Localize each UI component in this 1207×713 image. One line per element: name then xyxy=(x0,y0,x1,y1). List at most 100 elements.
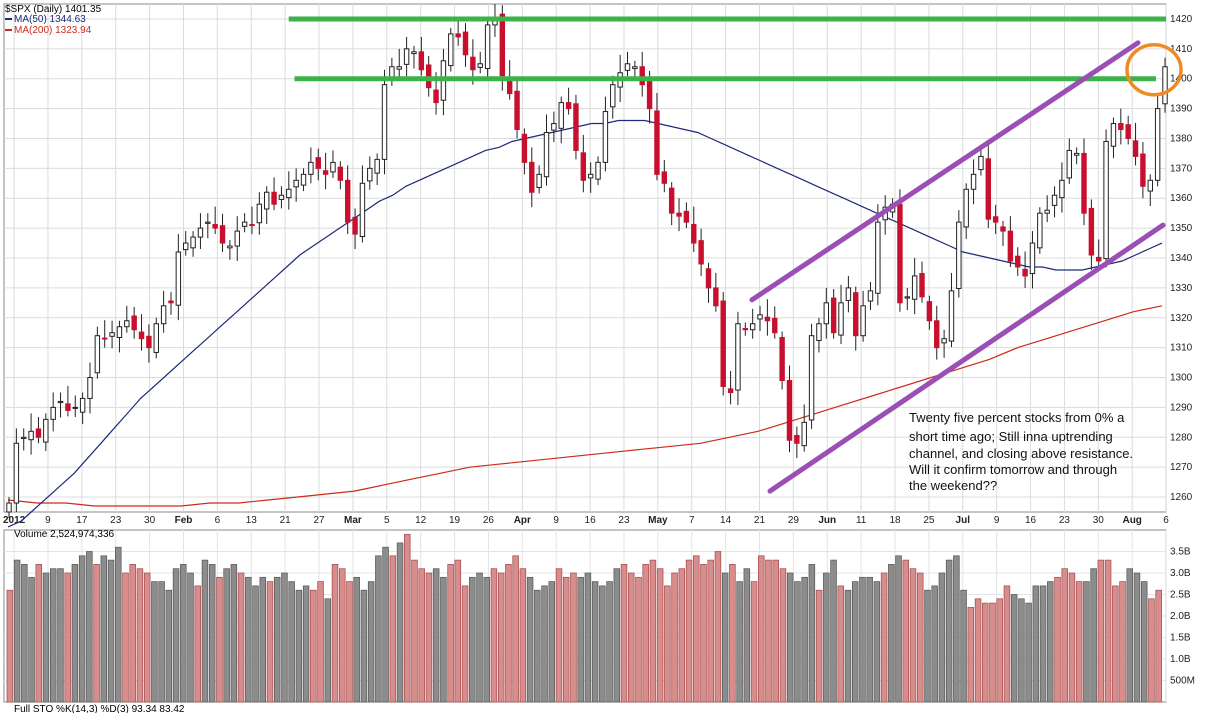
candle-body xyxy=(6,502,12,513)
volume-bar xyxy=(216,576,223,703)
candle-body xyxy=(344,179,351,223)
candle-body xyxy=(683,210,690,223)
x-tick-label: 9 xyxy=(45,515,51,526)
volume-bar xyxy=(252,585,259,703)
volume-bar xyxy=(815,589,823,703)
volume-bar xyxy=(620,564,628,703)
candle-body xyxy=(1007,230,1014,262)
ma50-legend-swatch xyxy=(5,18,12,20)
candle-body xyxy=(772,317,778,334)
price-y-tick-label: 1280 xyxy=(1170,432,1193,443)
volume-bar xyxy=(1054,576,1061,703)
volume-bar xyxy=(982,602,989,703)
volume-bar xyxy=(512,555,519,703)
volume-bar xyxy=(490,568,498,703)
volume-bar xyxy=(758,555,765,703)
candle-body xyxy=(1051,194,1058,206)
candle-body xyxy=(374,158,380,174)
volume-bar xyxy=(786,572,794,703)
volume-bar xyxy=(859,576,866,703)
candle-body xyxy=(691,224,697,244)
volume-y-tick-label: 2.0B xyxy=(1170,611,1191,622)
candle-body xyxy=(764,316,771,322)
candle-body xyxy=(558,102,564,129)
candle-body xyxy=(1110,123,1117,147)
ma200-legend-swatch xyxy=(5,29,12,31)
candle-body xyxy=(153,323,159,353)
candle-body xyxy=(183,242,189,251)
volume-bar xyxy=(700,564,707,703)
volume-bar xyxy=(794,581,801,703)
volume-bar xyxy=(375,555,382,703)
candle-body xyxy=(956,221,962,289)
volume-bar xyxy=(649,559,657,703)
volume-bar xyxy=(273,576,281,703)
candle-body xyxy=(1066,149,1072,179)
volume-bar xyxy=(627,572,635,703)
volume-bar xyxy=(534,589,541,703)
volume-bar xyxy=(779,568,787,703)
channel-upper-line xyxy=(749,40,1141,303)
volume-bar xyxy=(577,576,584,703)
candle-body xyxy=(263,191,270,210)
volume-bar xyxy=(1047,581,1054,703)
x-tick-label: 19 xyxy=(449,515,461,526)
volume-bar xyxy=(208,564,216,703)
volume-bar xyxy=(931,585,938,703)
volume-bar xyxy=(237,572,245,703)
candle-body xyxy=(1125,124,1131,139)
candle-body xyxy=(565,102,572,110)
x-tick-label: Aug xyxy=(1122,515,1141,526)
candle-body xyxy=(845,287,852,301)
volume-bar xyxy=(432,568,440,703)
x-tick-label: 13 xyxy=(246,515,258,526)
annotation-line-3: channel, and closing above resistance. xyxy=(909,446,1133,461)
volume-bar xyxy=(772,559,779,703)
candle-body xyxy=(1073,152,1080,156)
x-tick-label: 25 xyxy=(923,515,935,526)
candle-body xyxy=(175,251,182,306)
volume-bar xyxy=(346,581,353,703)
candle-body xyxy=(212,224,218,229)
candle-body xyxy=(79,397,86,413)
candle-body xyxy=(1000,226,1006,232)
volume-bar xyxy=(28,576,35,703)
volume-bar xyxy=(57,568,64,703)
candle-body xyxy=(904,296,911,299)
volume-bar xyxy=(591,581,599,703)
volume-bar xyxy=(916,572,924,703)
price-y-tick-label: 1290 xyxy=(1170,402,1193,413)
volume-bar xyxy=(1104,559,1112,703)
x-tick-label: 23 xyxy=(1059,515,1071,526)
price-y-tick-label: 1420 xyxy=(1170,14,1193,25)
volume-bar xyxy=(721,572,729,703)
candle-body xyxy=(757,314,763,320)
volume-bar xyxy=(42,572,50,703)
volume-bar xyxy=(64,572,71,703)
candle-body xyxy=(735,323,741,391)
volume-bar xyxy=(909,568,917,703)
candle-body xyxy=(1140,153,1146,187)
candle-body xyxy=(359,182,366,237)
volume-bar xyxy=(411,559,418,703)
volume-bar xyxy=(194,585,201,703)
x-tick-label: 6 xyxy=(215,515,221,526)
candle-body xyxy=(632,66,638,70)
volume-bar xyxy=(115,546,122,703)
volume-bar xyxy=(823,572,830,703)
candle-body xyxy=(72,406,78,409)
volume-bar xyxy=(107,559,115,703)
candle-body xyxy=(300,173,307,186)
candle-body xyxy=(160,305,167,325)
volume-bar xyxy=(707,559,714,703)
candle-body xyxy=(661,171,668,184)
volume-bar xyxy=(469,576,476,703)
price-y-tick-label: 1270 xyxy=(1170,462,1193,473)
candle-body xyxy=(610,84,616,108)
candle-body xyxy=(867,290,874,302)
candle-body xyxy=(978,155,984,171)
candle-body xyxy=(455,33,461,38)
candle-body xyxy=(131,315,137,331)
candle-body xyxy=(786,380,793,441)
candle-body xyxy=(646,79,653,110)
